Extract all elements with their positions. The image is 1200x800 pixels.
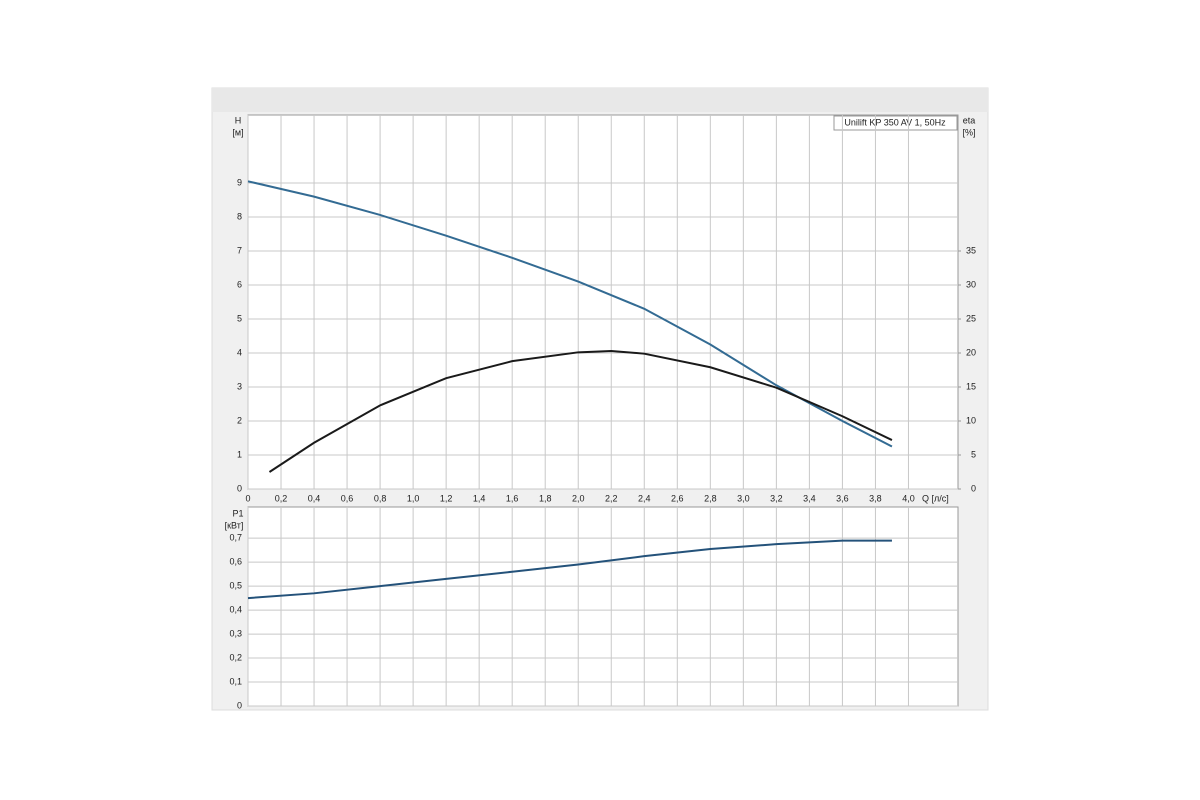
y-tick-label: 0,3 — [229, 628, 242, 638]
y-tick-label: 2 — [237, 415, 242, 425]
x-tick-label: 3,8 — [869, 493, 882, 503]
y-tick-label: 7 — [237, 245, 242, 255]
y2-axis-label: eta — [963, 115, 976, 125]
x-tick-label: 2,4 — [638, 493, 651, 503]
y2-axis-unit: [%] — [962, 127, 975, 137]
y-axis-unit: [кВт] — [225, 520, 244, 530]
y-tick-label: 0 — [237, 483, 242, 493]
x-tick-label: 0,8 — [374, 493, 387, 503]
legend-box — [833, 115, 958, 131]
x-tick-label: 2,8 — [704, 493, 717, 503]
x-tick-label: 1,4 — [473, 493, 486, 503]
data-line — [247, 539, 892, 600]
y-tick-label: 3 — [237, 381, 242, 391]
y-tick-label: 9 — [237, 177, 242, 187]
y-tick-label: 8 — [237, 211, 242, 221]
y-tick-label: 0,2 — [229, 652, 242, 662]
x-tick-label: 3,0 — [737, 493, 750, 503]
x-axis-label: Q [л/с] — [922, 493, 949, 503]
plot-area — [247, 114, 959, 490]
y2-tick-label: 15 — [966, 381, 976, 391]
x-tick-label: 0 — [245, 493, 250, 503]
y-axis-unit: [м] — [232, 127, 243, 137]
y2-tick-label: 25 — [966, 313, 976, 323]
x-tick-label: 3,4 — [803, 493, 816, 503]
y-tick-label: 5 — [237, 313, 242, 323]
y2-tick-label: 5 — [971, 449, 976, 459]
x-tick-label: 2,0 — [572, 493, 585, 503]
y2-tick-label: 30 — [966, 279, 976, 289]
x-tick-label: 3,6 — [836, 493, 849, 503]
x-tick-label: 0,4 — [308, 493, 321, 503]
panel-header — [212, 88, 988, 112]
y-tick-label: 0,4 — [229, 604, 242, 614]
y-tick-label: 1 — [237, 449, 242, 459]
y-tick-label: 0 — [237, 700, 242, 710]
y-tick-label: 0,7 — [229, 533, 242, 543]
legend-title: Unilift KP 350 AV 1, 50Hz — [844, 117, 946, 127]
y2-tick-label: 35 — [966, 245, 976, 255]
x-tick-label: 0,6 — [341, 493, 354, 503]
x-tick-label: 1,2 — [440, 493, 453, 503]
y-tick-label: 6 — [237, 279, 242, 289]
x-tick-label: 1,0 — [407, 493, 420, 503]
x-tick-label: 2,2 — [605, 493, 618, 503]
x-tick-label: 1,6 — [506, 493, 519, 503]
plot-area — [247, 506, 959, 707]
y2-tick-label: 10 — [966, 415, 976, 425]
y-axis-label: P1 — [232, 508, 243, 518]
x-tick-label: 3,2 — [770, 493, 783, 503]
x-tick-label: 1,8 — [539, 493, 552, 503]
y2-tick-label: 20 — [966, 347, 976, 357]
x-tick-label: 4,0 — [902, 493, 915, 503]
y-tick-label: 0,6 — [229, 557, 242, 567]
x-tick-label: 0,2 — [275, 493, 288, 503]
x-tick-label: 2,6 — [671, 493, 684, 503]
y2-tick-label: 0 — [971, 483, 976, 493]
y-axis-label: H — [235, 115, 242, 125]
data-line — [268, 349, 893, 473]
y-tick-label: 0,5 — [229, 580, 242, 590]
y-tick-label: 4 — [237, 347, 242, 357]
y-tick-label: 0,1 — [229, 676, 242, 686]
